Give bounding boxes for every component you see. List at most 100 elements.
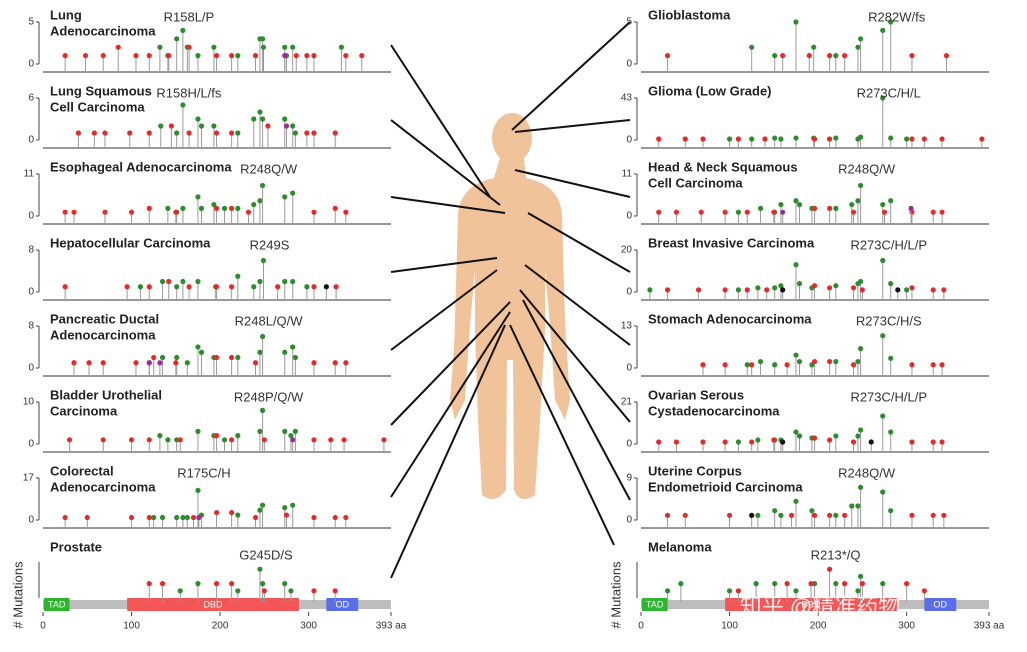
lollipop-head <box>811 283 818 289</box>
lollipop-head <box>778 201 784 208</box>
lollipop-head <box>196 514 202 521</box>
lollipop-head <box>881 209 888 215</box>
lollipop-head <box>146 53 152 59</box>
lollipop-head <box>174 514 180 521</box>
lollipop-head <box>793 352 799 358</box>
y-tick-label: 0 <box>626 59 632 70</box>
x-tick-label: 393 aa <box>376 621 407 632</box>
lollipop-head <box>151 354 157 361</box>
lollipop-head <box>833 512 839 518</box>
lollipop-head <box>833 205 839 211</box>
lollipop-head <box>229 581 235 587</box>
x-tick-label: 393 aa <box>974 621 1005 632</box>
lollipop-head <box>177 588 183 594</box>
domain <box>924 598 957 611</box>
lollipop-head <box>796 201 803 208</box>
y-tick-label: 0 <box>28 439 34 450</box>
connector <box>390 324 506 579</box>
panel-title: Lung Squamous <box>50 83 152 98</box>
y-tick-label: 17 <box>23 473 35 484</box>
y-tick-label: 0 <box>28 515 34 526</box>
lollipop-head <box>880 489 886 495</box>
lollipop-head <box>827 437 833 443</box>
hotspot-label: R248Q/W <box>240 161 298 176</box>
lollipop-head <box>166 278 172 285</box>
lollipop-head <box>251 116 257 122</box>
panel-title: Melanoma <box>648 539 712 554</box>
x-tick-label: 300 <box>898 621 915 632</box>
lollipop-head <box>880 413 886 419</box>
panel-title: Cell Carcinoma <box>648 175 743 190</box>
lollipop-head <box>195 428 201 434</box>
lollipop-head <box>842 53 848 59</box>
lollipop-head <box>146 360 152 366</box>
y-tick-label: 8 <box>28 321 34 332</box>
lollipop-head <box>780 439 786 445</box>
hotspot-label: G245D/S <box>239 547 293 562</box>
lollipop-head <box>180 514 186 521</box>
lollipop-head <box>100 53 106 59</box>
lollipop-head <box>332 360 338 366</box>
lollipop-head <box>166 53 172 59</box>
lollipop-head <box>186 130 192 136</box>
panel-title: Cystadenocarcinoma <box>648 403 780 418</box>
lollipop-head <box>282 505 288 511</box>
y-tick-label: 0 <box>626 135 632 146</box>
lollipop-head <box>282 349 288 355</box>
lollipop-head <box>229 130 235 136</box>
lollipop-head <box>780 53 786 59</box>
y-tick-label: 0 <box>28 211 34 222</box>
lollipop-head <box>939 136 945 142</box>
lollipop-head <box>664 53 671 59</box>
lollipop-head <box>151 514 157 521</box>
lollipop-head <box>664 512 671 518</box>
lollipop-head <box>868 439 874 445</box>
lollipop-head <box>698 209 704 215</box>
hotspot-label: R273C/H/L/P <box>850 237 927 252</box>
lollipop-head <box>184 514 190 521</box>
y-tick-label: 13 <box>621 321 633 332</box>
lollipop-head <box>177 437 183 443</box>
lollipop-head <box>793 135 799 141</box>
y-tick-label: 20 <box>621 245 633 256</box>
lollipop-head <box>842 581 848 587</box>
lollipop-head <box>793 429 799 435</box>
lollipop-head <box>115 44 121 50</box>
lollipop-head <box>941 287 947 293</box>
lollipop-head <box>979 136 985 142</box>
connector <box>390 44 491 198</box>
lollipop-head <box>195 53 201 59</box>
lollipop-head <box>859 287 865 293</box>
lollipop-head <box>165 437 171 443</box>
lollipop-head <box>880 201 886 208</box>
y-tick-label: 0 <box>626 211 632 222</box>
lollipop-head <box>245 209 252 215</box>
lollipop-head <box>744 287 750 293</box>
lollipop-head <box>213 354 220 361</box>
lollipop-head <box>888 281 894 287</box>
lollipop-head <box>806 53 812 59</box>
hotspot-label: R248Q/W <box>838 161 896 176</box>
body <box>450 158 570 499</box>
lollipop-head <box>338 44 345 50</box>
lollipop-head <box>332 588 338 594</box>
lollipop-head <box>211 44 217 50</box>
lollipop-head <box>173 209 179 215</box>
panel-title: Ovarian Serous <box>648 387 744 402</box>
lollipop-head <box>850 362 857 368</box>
lollipop-head <box>323 284 329 290</box>
lollipop-head <box>722 362 728 368</box>
x-tick-label: 200 <box>810 621 827 632</box>
lollipop-head <box>811 435 818 441</box>
lollipop-head <box>260 44 267 50</box>
lollipop-head <box>784 362 790 368</box>
lollipop-head <box>290 44 296 50</box>
lollipop-head <box>235 205 241 211</box>
panel-title: Adenocarcinoma <box>50 479 156 494</box>
lollipop-head <box>757 205 764 211</box>
lollipop-head <box>833 53 839 59</box>
lollipop-head <box>180 27 186 33</box>
lollipop-head <box>128 209 135 215</box>
lollipop-head <box>229 284 235 290</box>
y-tick-label: 0 <box>28 287 34 298</box>
